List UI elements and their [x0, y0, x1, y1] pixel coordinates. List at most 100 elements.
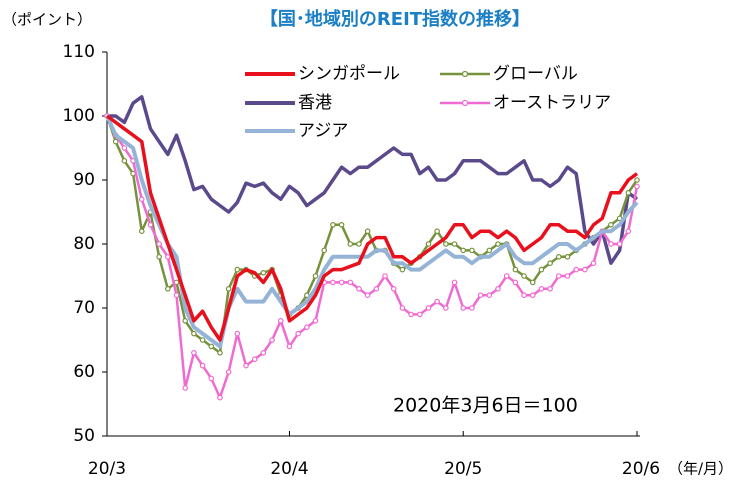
legend-label: グローバル	[493, 64, 578, 84]
series-marker	[356, 285, 362, 292]
series-marker	[556, 253, 562, 260]
series-marker	[217, 349, 223, 356]
chart-title: 【国･地域別のREIT指数の推移】	[260, 8, 530, 30]
series-marker	[538, 285, 545, 292]
x-tick-label: 20/6	[622, 459, 660, 479]
legend-label: シンガポール	[298, 64, 400, 84]
series-marker	[486, 292, 493, 299]
series-marker	[503, 273, 510, 279]
series-marker	[608, 222, 614, 228]
y-tick-label: 70	[73, 298, 95, 318]
series-marker	[590, 260, 597, 267]
y-tick-label: 80	[73, 234, 95, 254]
series-marker	[486, 247, 493, 254]
legend-label: オーストラリア	[493, 93, 611, 113]
series-marker	[277, 317, 284, 324]
series-marker	[616, 241, 623, 247]
series-marker	[434, 228, 440, 235]
series-marker	[312, 273, 319, 279]
series-marker	[512, 266, 519, 273]
series-marker	[390, 285, 397, 292]
series-marker	[208, 375, 215, 382]
series-marker	[625, 228, 632, 235]
series-marker	[165, 285, 171, 292]
series-marker	[260, 349, 267, 356]
series-marker	[156, 241, 162, 247]
series-marker	[208, 343, 215, 350]
y-tick-label: 100	[63, 106, 95, 126]
series-marker	[347, 241, 354, 247]
series-marker	[547, 285, 553, 292]
series-marker	[295, 330, 301, 337]
series-marker	[425, 305, 432, 311]
series-marker	[225, 369, 232, 375]
series-marker	[451, 241, 458, 247]
series-marker	[495, 285, 501, 292]
series-marker	[408, 311, 414, 318]
series-line	[105, 115, 639, 349]
series-marker	[364, 228, 371, 235]
series-marker	[364, 292, 371, 299]
series-marker	[191, 349, 197, 356]
series-marker	[121, 158, 128, 164]
series-marker	[347, 279, 354, 286]
legend-marker	[461, 99, 469, 107]
legend-label: 香港	[298, 93, 332, 113]
y-tick-label: 60	[73, 362, 95, 382]
series-marker	[191, 330, 197, 337]
series-marker	[547, 260, 553, 267]
series-marker	[634, 183, 640, 190]
series-marker	[321, 247, 328, 254]
series-marker	[269, 337, 275, 343]
series-marker	[608, 241, 614, 247]
series-marker	[382, 273, 388, 279]
series-line	[105, 115, 639, 355]
series-marker	[260, 269, 267, 276]
series-marker	[460, 305, 467, 311]
legend-label: アジア	[298, 121, 348, 141]
y-tick-label: 110	[63, 42, 95, 62]
y-axis-label: （ポイント）	[2, 11, 92, 29]
y-tick-label: 50	[73, 426, 95, 446]
series-marker	[330, 279, 336, 286]
series-marker	[234, 330, 241, 337]
series-marker	[199, 337, 206, 343]
x-tick-label: 20/5	[444, 459, 482, 479]
series-marker	[312, 317, 319, 324]
series-line	[105, 114, 639, 342]
series-marker	[182, 317, 188, 324]
series-marker	[399, 266, 406, 273]
series-marker	[234, 266, 241, 273]
series-marker	[451, 279, 458, 286]
series-marker	[634, 177, 640, 183]
series-marker	[529, 292, 536, 299]
series-marker	[199, 362, 206, 369]
series-marker	[156, 253, 162, 260]
series-marker	[443, 305, 449, 311]
annotation: 2020年3月6日＝100	[393, 395, 578, 417]
series-marker	[564, 273, 571, 279]
series-marker	[330, 222, 336, 228]
series-marker	[373, 285, 380, 292]
series-marker	[138, 228, 145, 235]
series-line	[107, 95, 639, 265]
series-marker	[251, 356, 258, 363]
series-marker	[182, 385, 188, 391]
series-marker	[434, 298, 440, 305]
series-marker	[582, 266, 588, 273]
series-marker	[112, 138, 119, 145]
x-tick-label: 20/4	[270, 459, 308, 479]
series-marker	[556, 273, 562, 279]
series-marker	[477, 292, 484, 299]
series-marker	[625, 190, 632, 196]
series-marker	[217, 394, 223, 401]
series-marker	[469, 305, 475, 311]
series-marker	[286, 343, 293, 350]
series-marker	[573, 266, 579, 273]
series-marker	[521, 292, 527, 299]
series-marker	[416, 311, 423, 318]
series-marker	[243, 362, 249, 369]
y-tick-label: 90	[73, 170, 95, 190]
series-marker	[399, 305, 406, 311]
